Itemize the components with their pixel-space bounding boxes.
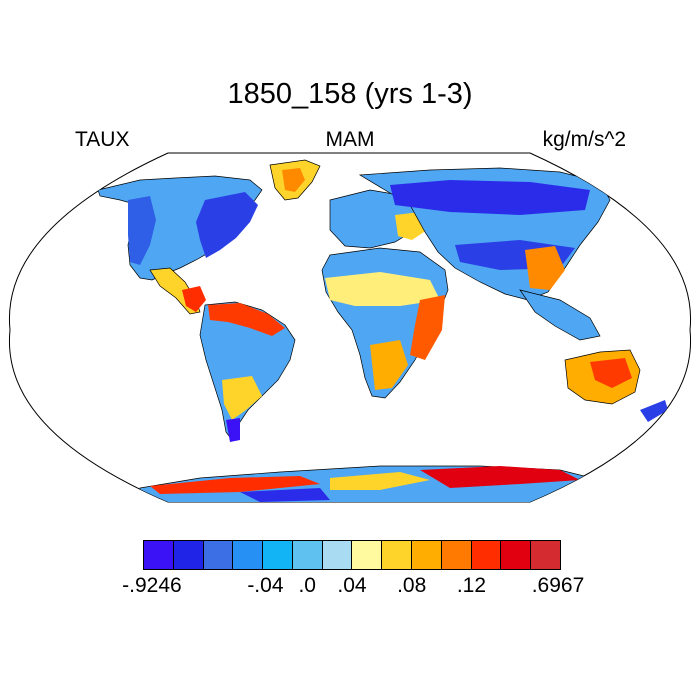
new-zealand-land bbox=[640, 400, 668, 422]
south-america-tip bbox=[226, 418, 240, 442]
greenland-core bbox=[282, 168, 305, 192]
australia-red bbox=[590, 358, 632, 388]
colorbar-tick-label: .0 bbox=[298, 574, 316, 597]
antarctica-yellow bbox=[330, 472, 430, 490]
colorbar bbox=[143, 540, 561, 570]
colorbar-tick-label: .12 bbox=[456, 574, 487, 597]
antarctica-red-2 bbox=[420, 466, 580, 488]
colorbar-swatch bbox=[233, 541, 264, 569]
north-america-west bbox=[128, 196, 156, 265]
siberia-band bbox=[390, 180, 590, 215]
colorbar-tick-label: .08 bbox=[397, 574, 427, 597]
season-label: MAM bbox=[325, 128, 375, 151]
antarctica-blue bbox=[240, 488, 330, 502]
colorbar-swatch bbox=[144, 541, 174, 569]
colorbar-swatch bbox=[501, 541, 532, 569]
colorbar-swatch bbox=[173, 541, 204, 569]
colorbar-swatch bbox=[531, 541, 560, 569]
africa-south-warm bbox=[370, 340, 408, 390]
north-america-east bbox=[196, 192, 258, 258]
colorbar-swatch bbox=[352, 541, 383, 569]
colorbar-swatch bbox=[412, 541, 442, 569]
sahara-band bbox=[325, 272, 440, 306]
colorbar-swatch bbox=[263, 541, 293, 569]
variable-label: TAUX bbox=[75, 128, 130, 151]
colorbar-swatch bbox=[322, 541, 353, 569]
colorbar-swatch bbox=[471, 541, 502, 569]
colorbar-tick-label: -.04 bbox=[247, 574, 284, 597]
southeast-asia-land bbox=[519, 289, 601, 341]
colorbar-swatch bbox=[203, 541, 234, 569]
south-america-north-coast bbox=[208, 303, 285, 336]
colorbar-tick-label: -.9246 bbox=[122, 574, 182, 597]
antarctica-red-1 bbox=[150, 476, 320, 494]
east-asia-warm bbox=[525, 246, 565, 290]
africa-east-warm bbox=[410, 295, 445, 360]
colorbar-tick-label: .6967 bbox=[531, 574, 585, 597]
plot-title: 1850_158 (yrs 1-3) bbox=[227, 78, 473, 110]
south-america-south bbox=[222, 376, 262, 420]
south-america-land bbox=[199, 301, 296, 441]
colorbar-swatch bbox=[382, 541, 413, 569]
colorbar-swatch bbox=[441, 541, 472, 569]
caribbean-red bbox=[182, 286, 206, 312]
colorbar-tick-label: .04 bbox=[337, 574, 367, 597]
units-label: kg/m/s^2 bbox=[542, 128, 626, 151]
colorbar-swatch bbox=[292, 541, 323, 569]
